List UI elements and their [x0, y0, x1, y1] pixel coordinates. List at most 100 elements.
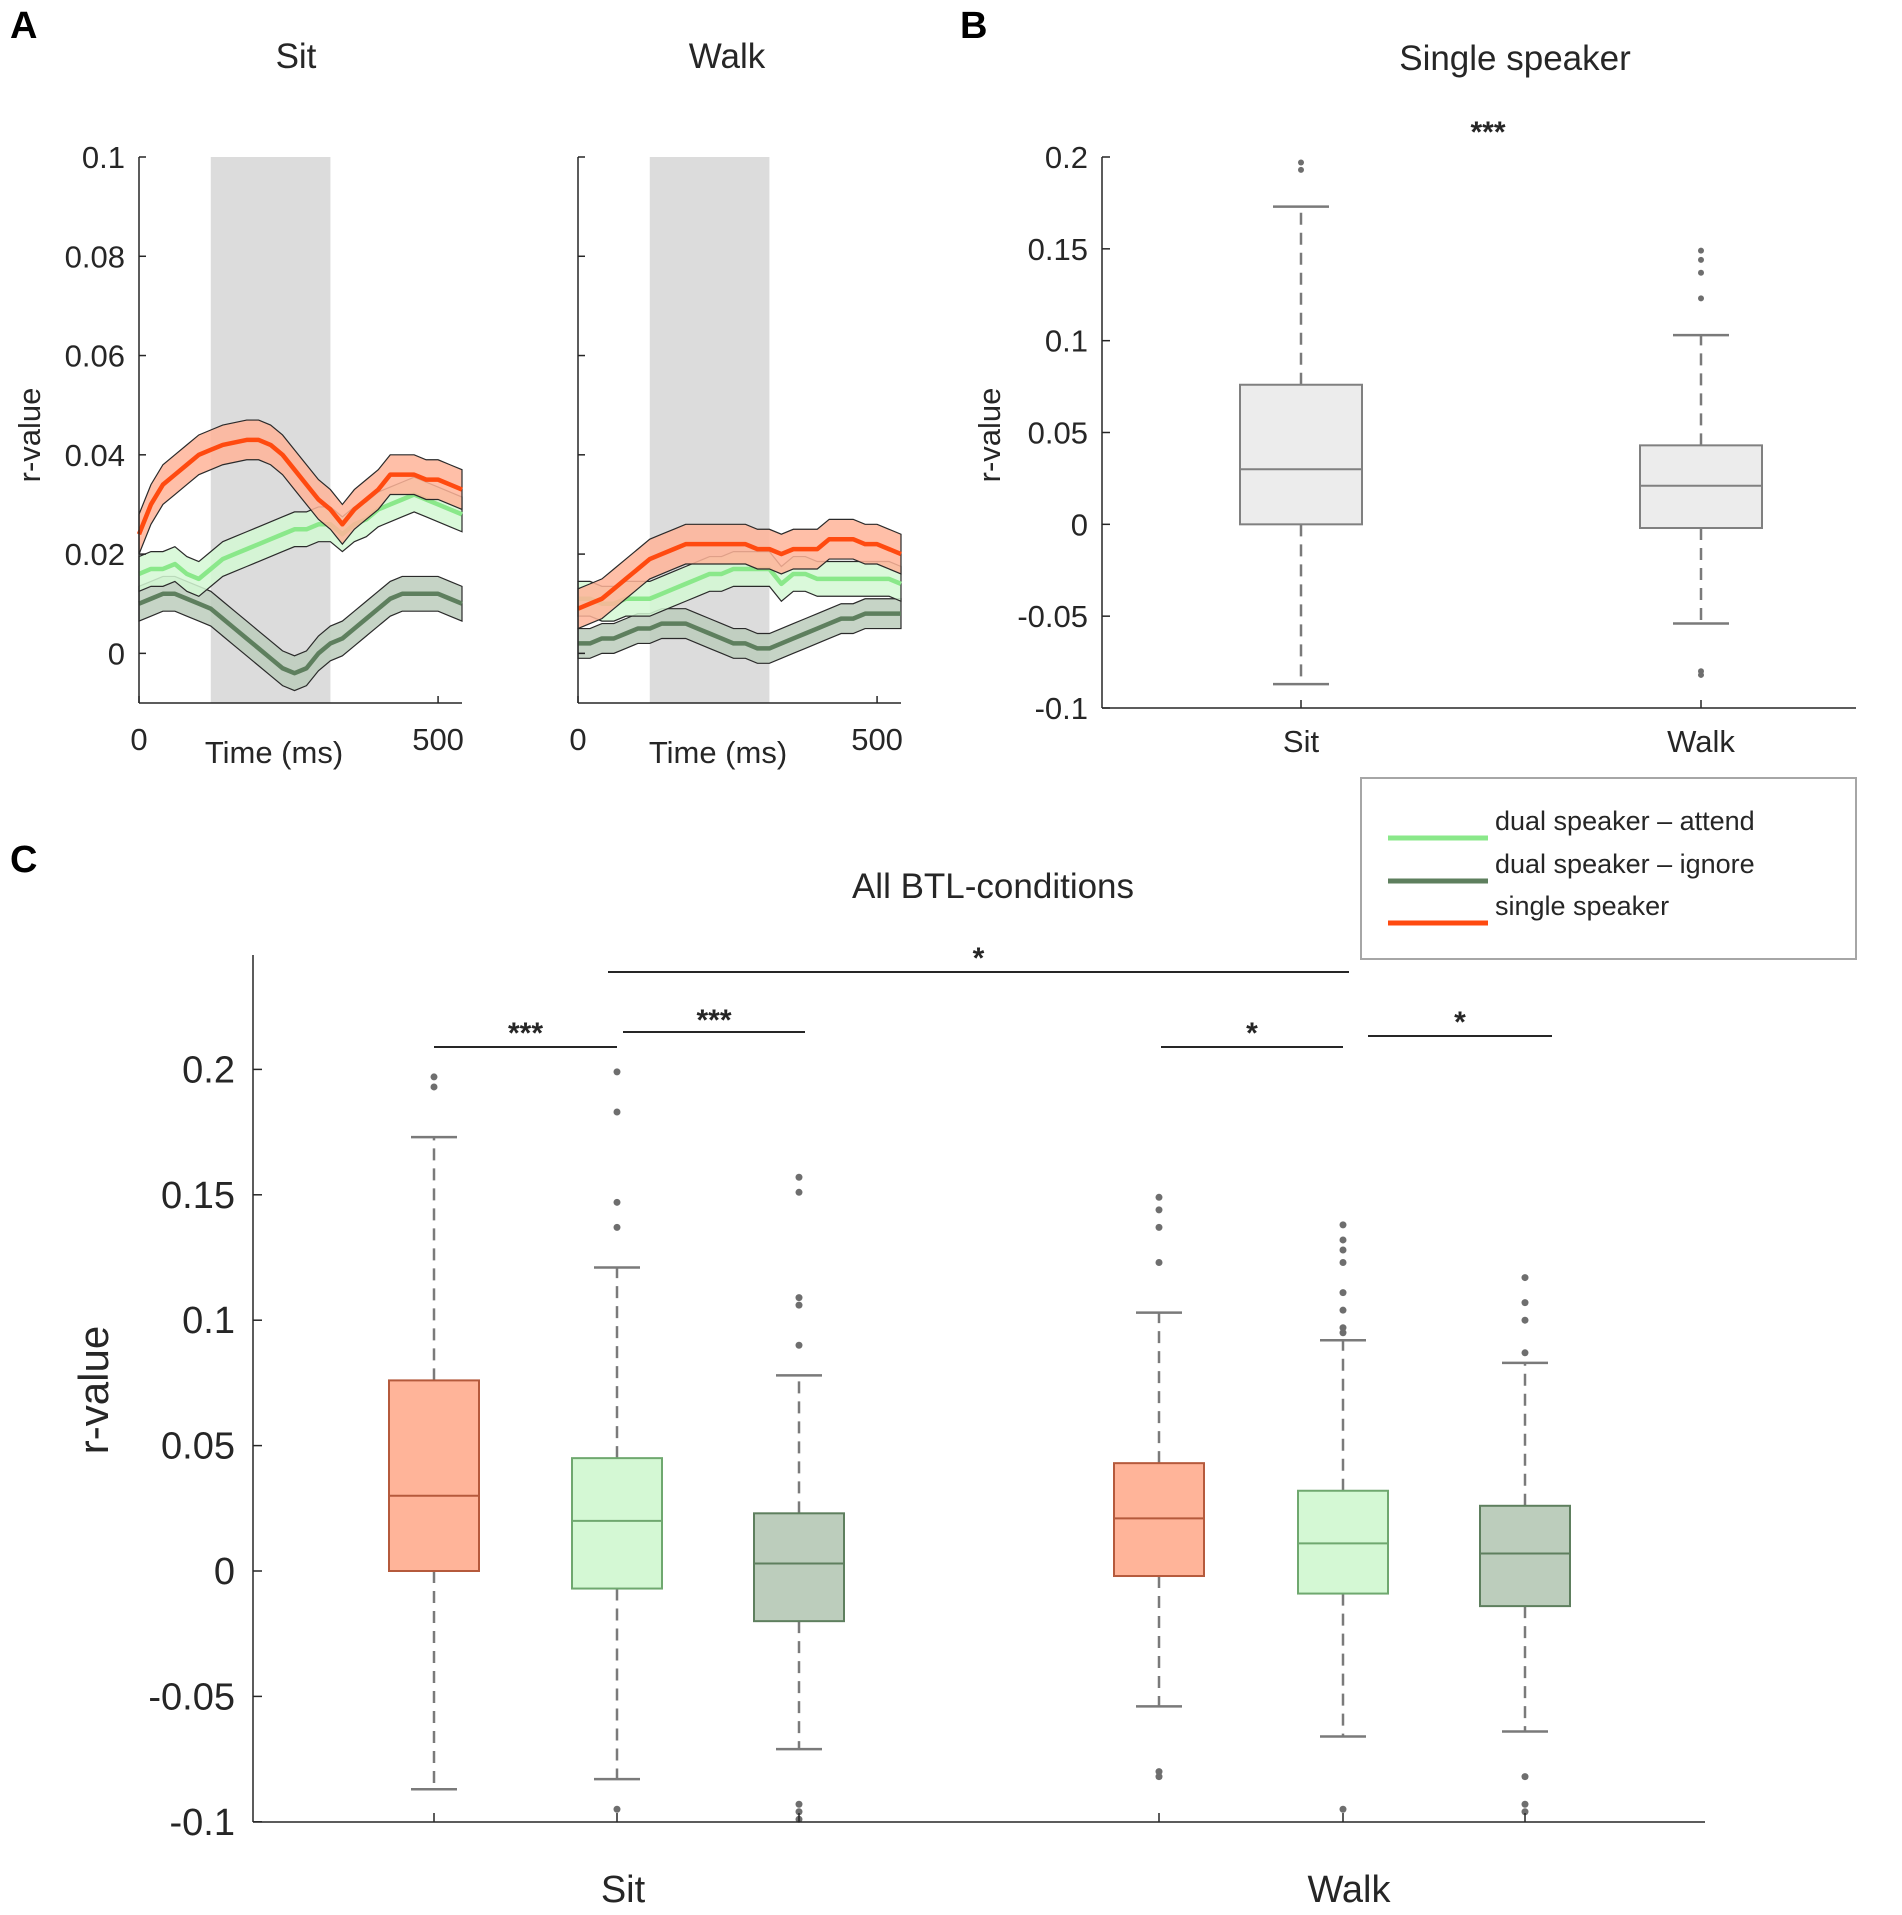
panel-c-walk-single-outlier [1155, 1768, 1163, 1776]
panel-b-xtick-label: Walk [1667, 724, 1735, 759]
panel-a-subplot-title: Sit [276, 37, 317, 76]
panel-c-sit-attend-outlier [613, 1805, 621, 1813]
panel-b-ylabel: r-value [972, 388, 1007, 483]
panel-c-sit-attend-box [571, 1457, 663, 1590]
panel-a-xlabel: Time (ms) [205, 735, 343, 770]
panel-c-significance-label: * [973, 942, 985, 975]
panel-b-ytick-label: -0.1 [1035, 691, 1088, 726]
legend-label-attend: dual speaker – attend [1495, 806, 1755, 836]
panel-c-ytick-label: -0.1 [170, 1802, 235, 1844]
panel-c-walk-ignore-outlier [1521, 1349, 1529, 1357]
panel-a-band-attend [577, 551, 902, 622]
panel-c-significance-label: * [1246, 1017, 1258, 1050]
legend-label-single: single speaker [1495, 891, 1669, 921]
panel-a-line-single [136, 437, 463, 536]
panel-c-sit-single-box [388, 1379, 480, 1572]
panel-c-ytick-label: 0.05 [161, 1426, 235, 1468]
panel-c-sit-attend-outlier [613, 1108, 621, 1116]
panel-a-xtick-label: 0 [569, 722, 586, 757]
panel-b-sit-box [1239, 383, 1363, 526]
panel-c-sit-single-outlier [430, 1083, 438, 1091]
panel-a-band-ignore [577, 598, 902, 664]
panel-b-walk-outlier [1698, 256, 1704, 263]
panel-c-walk-attend-outlier [1339, 1289, 1347, 1297]
panel-c-walk-ignore-outlier [1521, 1299, 1529, 1307]
panel-a-ytick-label: 0.06 [65, 339, 125, 374]
panel-b-ytick-label: 0.1 [1045, 324, 1088, 359]
panel-c-ylabel: r-value [70, 1326, 117, 1454]
panel-b-ytick-label: -0.05 [1017, 599, 1088, 634]
panel-c-walk-attend-outlier [1339, 1306, 1347, 1314]
panel-c-significance-label: *** [696, 1004, 731, 1037]
panel-b-significance: *** [1470, 116, 1505, 149]
panel-c-ytick-label: 0 [214, 1551, 235, 1593]
panel-a-line-ignore [578, 611, 901, 651]
panel-c-walk-attend-outlier [1339, 1236, 1347, 1244]
panel-c-sit-single-outlier [430, 1073, 438, 1081]
panel-b-walk-outlier [1698, 247, 1704, 254]
panel-b-title: Single speaker [1399, 39, 1631, 78]
panel-a-xtick-label: 500 [412, 722, 464, 757]
legend-box [1360, 777, 1857, 960]
panel-b-walk-outlier [1698, 671, 1704, 678]
panel-c-sit-attend-outlier [613, 1223, 621, 1231]
panel-c-walk-ignore-outlier [1521, 1808, 1529, 1816]
panel-a-walk-subplot: Walk 0 500 Time (ms) [569, 37, 903, 770]
panel-a-ytick-label: 0.02 [65, 537, 125, 572]
panel-c-walk-single-outlier [1155, 1773, 1163, 1781]
panel-c-walk-single-box [1113, 1462, 1205, 1578]
panel-c-walk-attend-outlier [1339, 1221, 1347, 1229]
panel-a-xtick-label: 500 [851, 722, 903, 757]
panel-c-walk-attend-outlier [1339, 1329, 1347, 1337]
panel-c-walk-single-outlier [1155, 1259, 1163, 1267]
panel-c-walk-ignore-outlier [1521, 1274, 1529, 1282]
panel-c-ytick-label: -0.05 [148, 1676, 235, 1718]
panel-a-time-series: Sit 0 0.02 0.04 0.06 0.08 0.1 0 500 Time (ms) Wal… [12, 37, 903, 770]
panel-c-ytick-label: 0.1 [182, 1300, 235, 1342]
panel-a-line-ignore [138, 591, 463, 676]
panel-a-ytick-label: 0.08 [65, 239, 125, 274]
panel-c-sit-ignore-box [753, 1512, 845, 1623]
panel-c-significance-label: * [1454, 1006, 1466, 1039]
panel-c-walk-attend-box [1297, 1489, 1389, 1595]
panel-a-xlabel: Time (ms) [649, 735, 787, 770]
panel-c-walk-ignore-outlier [1521, 1773, 1529, 1781]
panel-b-xtick-label: Sit [1283, 724, 1320, 759]
panel-c-sit-ignore-outlier [795, 1173, 803, 1181]
panel-a-ytick-label: 0.1 [82, 140, 125, 175]
panel-a-line-single [577, 536, 902, 611]
panel-b-ytick-label: 0.15 [1028, 232, 1088, 267]
panel-b-ytick-label: 0.2 [1045, 140, 1088, 175]
panel-a-ylabel: r-value [12, 388, 47, 483]
panel-b-ytick-label: 0.05 [1028, 416, 1088, 451]
panel-c-category-label: Sit [601, 1869, 646, 1911]
legend-label-ignore: dual speaker – ignore [1495, 849, 1755, 879]
panel-a-sit-subplot: Sit 0 0.02 0.04 0.06 0.08 0.1 0 500 Time (ms) [65, 37, 464, 770]
panel-c-sit-attend-outlier [613, 1068, 621, 1076]
panel-a-subplot-title: Walk [689, 37, 766, 76]
panel-c-walk-attend-outlier [1339, 1805, 1347, 1813]
panel-b-walk-outlier [1698, 295, 1704, 302]
panel-c-walk-ignore-outlier [1521, 1800, 1529, 1808]
panel-b-sit-outlier [1298, 166, 1304, 173]
panel-c-title: All BTL-conditions [852, 867, 1134, 906]
panel-c-sit-ignore-outlier [795, 1188, 803, 1196]
panel-a-line-attend [578, 566, 902, 606]
panel-c-sit-ignore-outlier [795, 1800, 803, 1808]
panel-b-ytick-label: 0 [1071, 507, 1088, 542]
panel-b-walk-outlier [1698, 269, 1704, 276]
panel-c-walk-ignore-outlier [1521, 1316, 1529, 1324]
panel-letter-a: A [10, 5, 37, 47]
panel-c-ytick-label: 0.15 [161, 1175, 235, 1217]
panel-c-walk-attend-outlier [1339, 1246, 1347, 1254]
panel-c-category-label: Walk [1307, 1869, 1391, 1911]
panel-c-sit-attend-outlier [613, 1198, 621, 1206]
panel-c-sit-ignore-outlier [795, 1294, 803, 1302]
panel-c-walk-single-outlier [1155, 1223, 1163, 1231]
panel-a-band-single [138, 419, 463, 555]
panel-letter-c: C [10, 839, 37, 881]
legend: dual speaker – attend dual speaker – ign… [1360, 777, 1857, 960]
panel-c-walk-single-outlier [1155, 1193, 1163, 1201]
panel-a-line-attend [138, 492, 463, 582]
